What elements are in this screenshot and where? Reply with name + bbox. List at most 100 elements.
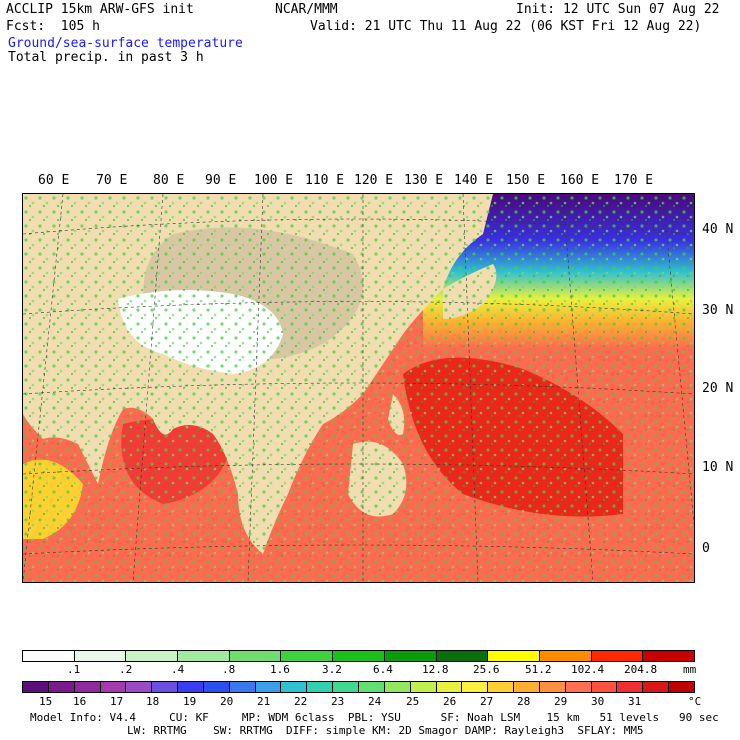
model-info-line1: Model Info: V4.4 CU: KF MP: WDM 6class P… — [30, 711, 719, 724]
temp-color-swatch — [669, 682, 694, 692]
precipitation-overlay — [23, 194, 694, 582]
field-precip-label: Total precip. in past 3 h — [8, 50, 204, 65]
precip-color-swatch — [488, 651, 540, 661]
precip-color-swatch — [229, 651, 282, 661]
precip-tick: 102.4 — [571, 663, 605, 676]
temp-color-swatch — [281, 682, 308, 692]
temp-tick: 25 — [406, 695, 420, 708]
temp-color-swatch — [591, 682, 618, 692]
temperature-colorbar — [22, 681, 695, 693]
precip-color-swatch — [591, 651, 644, 661]
precip-color-swatch — [178, 651, 230, 661]
precip-color-swatch — [281, 651, 334, 661]
precip-color-swatch — [74, 651, 127, 661]
precip-color-swatch — [23, 651, 75, 661]
lat-label: 0 — [702, 541, 710, 556]
temp-color-swatch — [152, 682, 179, 692]
temp-tick: 19 — [183, 695, 197, 708]
precip-tick: .8 — [222, 663, 236, 676]
lon-label: 130 E — [404, 173, 444, 188]
temp-color-swatch — [617, 682, 644, 692]
lon-label: 150 E — [506, 173, 546, 188]
graticule — [23, 194, 694, 582]
precip-tick: 25.6 — [473, 663, 500, 676]
forecast-map — [22, 193, 695, 583]
forecast-hour: Fcst: 105 h — [6, 19, 100, 34]
temp-color-swatch — [384, 682, 411, 692]
temp-color-swatch — [255, 682, 282, 692]
precip-tick: .2 — [119, 663, 133, 676]
lon-label: 100 E — [254, 173, 294, 188]
model-info-line2: LW: RRTMG SW: RRTMG DIFF: simple KM: 2D … — [127, 724, 644, 737]
temp-color-swatch — [488, 682, 515, 692]
temp-tick: 22 — [294, 695, 308, 708]
precip-unit: mm — [683, 663, 697, 676]
temp-tick: 26 — [443, 695, 457, 708]
model-title: ACCLIP 15km ARW-GFS init — [6, 2, 194, 17]
lat-label: 10 N — [702, 460, 734, 475]
temp-tick: 27 — [480, 695, 494, 708]
temp-color-swatch — [178, 682, 204, 692]
temp-color-swatch — [229, 682, 256, 692]
temp-color-swatch — [126, 682, 153, 692]
temp-color-swatch — [307, 682, 334, 692]
precip-tick: .4 — [171, 663, 185, 676]
precip-tick: 204.8 — [624, 663, 658, 676]
precip-color-swatch — [126, 651, 179, 661]
temp-tick: 29 — [554, 695, 568, 708]
lat-label: 40 N — [702, 222, 734, 237]
temp-tick: 21 — [257, 695, 271, 708]
precip-color-swatch — [643, 651, 694, 661]
center-name: NCAR/MMM — [275, 2, 338, 17]
precip-tick: 1.6 — [270, 663, 290, 676]
map-canvas — [23, 194, 694, 582]
precip-tick: .1 — [67, 663, 81, 676]
temp-color-swatch — [539, 682, 566, 692]
temp-color-swatch — [358, 682, 385, 692]
temp-color-swatch — [514, 682, 540, 692]
init-time: Init: 12 UTC Sun 07 Aug 22 — [516, 2, 720, 17]
lon-label: 60 E — [38, 173, 70, 188]
temp-tick: 28 — [517, 695, 531, 708]
lat-label: 20 N — [702, 381, 734, 396]
precip-tick: 3.2 — [322, 663, 342, 676]
lon-label: 90 E — [205, 173, 237, 188]
lon-label: 80 E — [153, 173, 185, 188]
precip-tick: 51.2 — [525, 663, 552, 676]
temp-color-swatch — [565, 682, 592, 692]
temp-color-swatch — [100, 682, 127, 692]
temp-tick: 15 — [39, 695, 53, 708]
lon-label: 70 E — [96, 173, 128, 188]
temp-color-swatch — [643, 682, 670, 692]
precip-tick: 6.4 — [373, 663, 393, 676]
precip-color-swatch — [384, 651, 437, 661]
temp-color-swatch — [23, 682, 49, 692]
temp-color-swatch — [203, 682, 230, 692]
temp-color-swatch — [333, 682, 359, 692]
temp-tick: 20 — [220, 695, 234, 708]
lon-label: 110 E — [305, 173, 345, 188]
temp-tick: 23 — [331, 695, 345, 708]
temp-tick: 16 — [73, 695, 87, 708]
valid-time: Valid: 21 UTC Thu 11 Aug 22 (06 KST Fri … — [310, 19, 702, 34]
lon-label: 140 E — [454, 173, 494, 188]
temp-tick: 31 — [628, 695, 642, 708]
temp-color-swatch — [74, 682, 101, 692]
precip-color-swatch — [539, 651, 592, 661]
field-temperature-label: Ground/sea-surface temperature — [8, 36, 243, 51]
lon-label: 170 E — [614, 173, 654, 188]
temp-unit: °C — [688, 695, 702, 708]
precip-tick: 12.8 — [422, 663, 449, 676]
temp-tick: 18 — [146, 695, 160, 708]
temp-tick: 17 — [110, 695, 124, 708]
temp-color-swatch — [410, 682, 437, 692]
lat-label: 30 N — [702, 303, 734, 318]
lon-label: 160 E — [560, 173, 600, 188]
temp-tick: 30 — [591, 695, 605, 708]
temp-color-swatch — [462, 682, 489, 692]
temp-color-swatch — [436, 682, 463, 692]
temp-color-swatch — [48, 682, 75, 692]
precip-colorbar — [22, 650, 695, 662]
temp-tick: 24 — [368, 695, 382, 708]
precip-color-swatch — [333, 651, 385, 661]
